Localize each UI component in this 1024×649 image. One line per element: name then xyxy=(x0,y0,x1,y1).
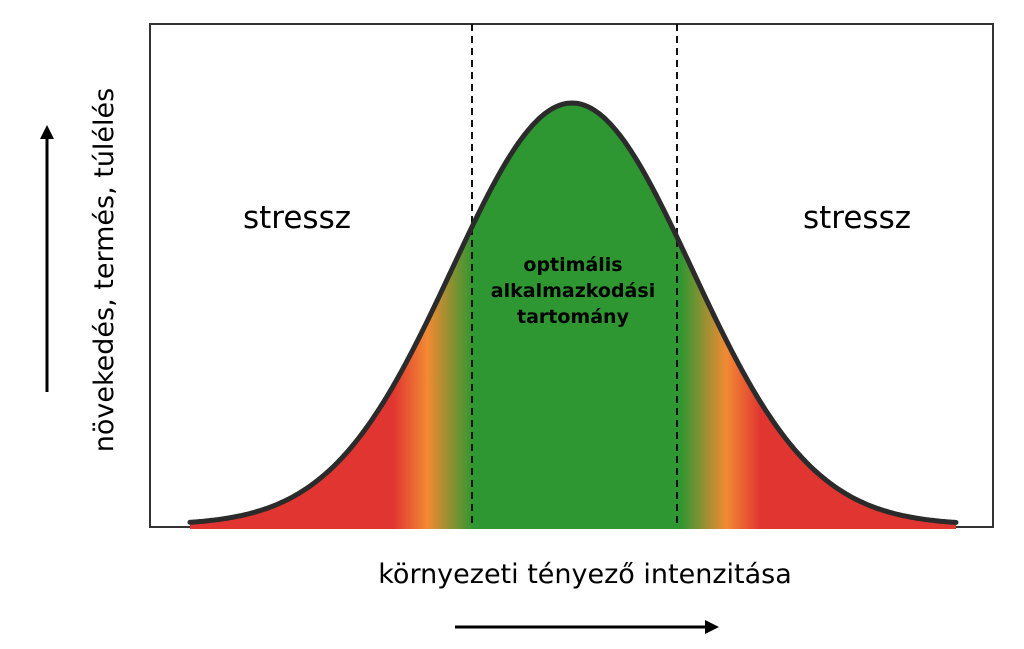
stress-label-left: stressz xyxy=(243,200,351,236)
y-axis-label: növekedés, termés, túlélés xyxy=(89,88,120,452)
optimal-label-line-2: alkalmazkodási xyxy=(491,280,655,302)
y-axis-arrow xyxy=(40,125,54,392)
optimal-label-line-3: tartomány xyxy=(517,306,630,328)
optimal-label-line-1: optimális xyxy=(523,254,622,276)
tolerance-curve-fill xyxy=(190,103,956,529)
tolerance-curve-outline xyxy=(187,100,959,525)
x-axis-label: környezeti tényező intenzitása xyxy=(378,559,792,590)
x-axis-arrow xyxy=(455,620,719,634)
stress-label-right: stressz xyxy=(803,200,911,236)
